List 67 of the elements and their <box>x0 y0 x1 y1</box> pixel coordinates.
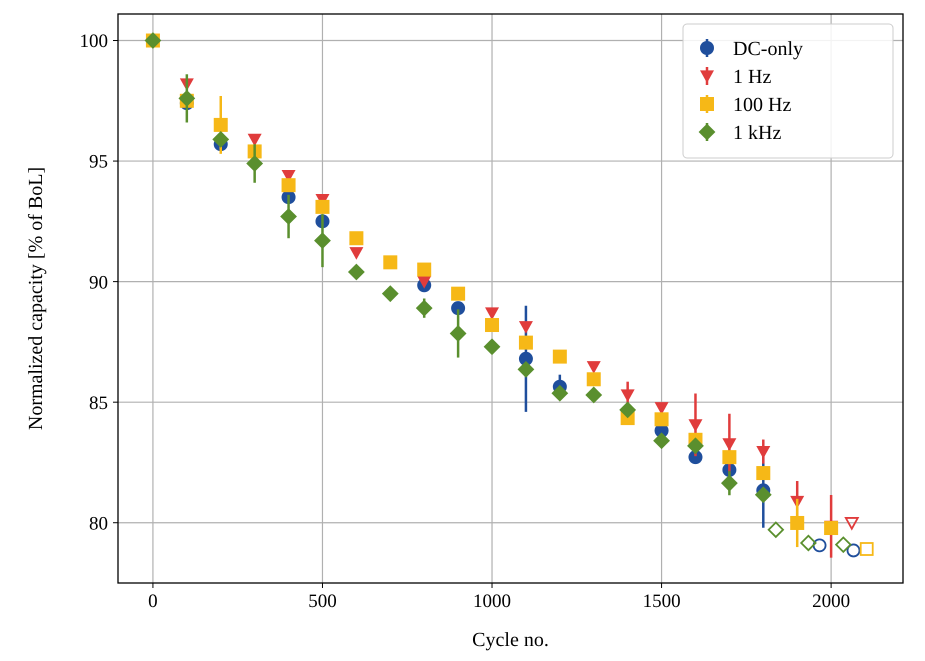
y-tick-label: 95 <box>89 152 108 173</box>
point <box>722 450 736 464</box>
point <box>756 446 770 459</box>
point <box>722 438 736 451</box>
x-tick-label: 1000 <box>473 591 512 612</box>
point <box>754 486 772 504</box>
x-tick-label: 0 <box>148 591 158 612</box>
point <box>654 412 669 426</box>
legend-label: 1 kHz <box>733 122 782 144</box>
point <box>518 360 534 378</box>
point <box>800 534 816 552</box>
point <box>844 517 859 530</box>
point <box>586 361 601 374</box>
y-axis-title: Normalized capacity [% of BoL] <box>25 166 47 430</box>
y-tick-label: 85 <box>89 392 108 414</box>
point <box>518 321 533 334</box>
point <box>212 130 230 148</box>
legend-label: 1 Hz <box>733 66 772 88</box>
point <box>315 200 330 214</box>
point <box>586 372 601 386</box>
y-tick-label: 90 <box>89 272 108 294</box>
x-tick-label: 500 <box>308 591 337 612</box>
point <box>518 336 533 350</box>
point <box>860 542 874 556</box>
x-axis-title: Cycle no. <box>472 629 549 651</box>
point <box>585 386 602 404</box>
point <box>756 466 770 480</box>
point <box>688 419 702 432</box>
point <box>314 232 331 250</box>
point <box>382 285 399 302</box>
point <box>349 231 364 246</box>
point <box>246 155 264 172</box>
point <box>282 178 296 192</box>
point <box>485 307 500 320</box>
legend-label: 100 Hz <box>733 94 792 116</box>
point <box>348 264 365 280</box>
point <box>417 276 432 289</box>
legend-label: DC-only <box>733 38 803 60</box>
point <box>349 247 364 260</box>
point <box>720 474 738 492</box>
point <box>485 318 500 332</box>
point <box>178 90 196 107</box>
point <box>619 401 636 418</box>
point <box>451 286 466 301</box>
point <box>687 437 704 454</box>
point <box>484 338 500 356</box>
point <box>846 544 860 558</box>
x-tick-label: 1500 <box>642 591 681 612</box>
point <box>383 255 398 270</box>
point <box>653 432 670 450</box>
point <box>835 536 852 553</box>
x-tick-label: 2000 <box>812 591 850 612</box>
point <box>280 208 297 225</box>
point <box>451 301 466 316</box>
y-tick-label: 80 <box>89 513 108 534</box>
point <box>790 516 804 530</box>
point <box>417 262 432 277</box>
point <box>620 389 635 402</box>
point <box>551 384 568 402</box>
point <box>214 118 228 132</box>
point <box>552 350 567 364</box>
point <box>768 522 784 538</box>
point <box>416 300 433 317</box>
point <box>248 134 262 146</box>
point <box>812 538 826 552</box>
y-tick-label: 100 <box>80 31 108 52</box>
point <box>450 325 467 342</box>
